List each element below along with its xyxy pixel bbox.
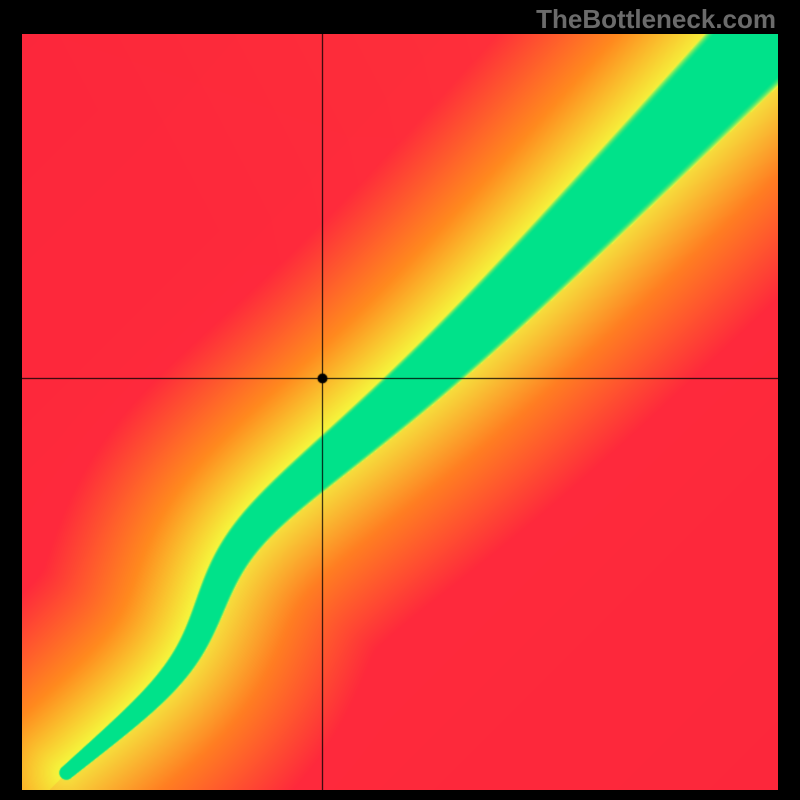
watermark-text: TheBottleneck.com bbox=[536, 4, 776, 35]
bottleneck-heatmap bbox=[22, 34, 778, 790]
